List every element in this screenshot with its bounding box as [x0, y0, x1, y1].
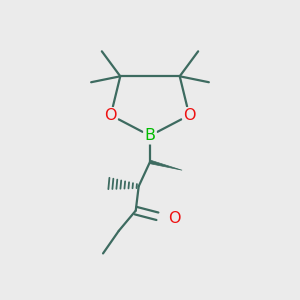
- Text: O: O: [168, 211, 181, 226]
- Polygon shape: [150, 160, 182, 170]
- Text: B: B: [145, 128, 155, 143]
- Text: O: O: [104, 108, 117, 123]
- Text: O: O: [183, 108, 196, 123]
